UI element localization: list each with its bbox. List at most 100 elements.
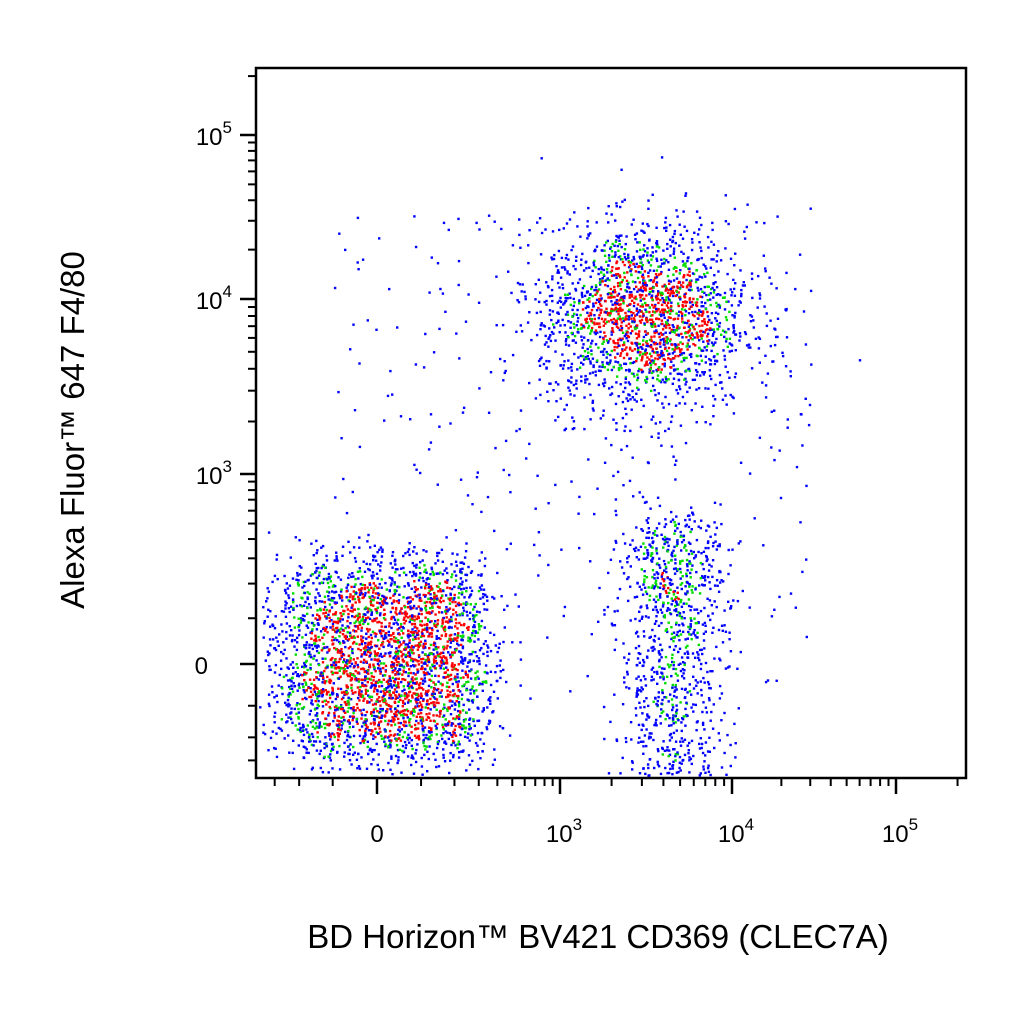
event-dot (358, 613, 361, 616)
event-dot (704, 301, 707, 305)
event-dot (557, 271, 561, 274)
event-dot (689, 626, 692, 629)
event-dot (468, 669, 471, 673)
event-dot (691, 310, 694, 314)
event-dot (632, 312, 635, 315)
event-dot (701, 710, 704, 714)
event-dot (564, 257, 568, 260)
event-dot (459, 676, 462, 680)
event-dot (660, 258, 663, 261)
event-dot (687, 625, 690, 629)
event-dot (297, 579, 300, 582)
event-dot (327, 649, 331, 652)
event-dot (695, 374, 698, 377)
event-dot (354, 560, 358, 563)
event-dot (318, 663, 321, 667)
event-dot (451, 722, 454, 725)
event-dot (578, 300, 581, 304)
event-dot (357, 577, 360, 580)
event-dot (530, 338, 533, 342)
event-dot (318, 616, 322, 620)
event-dot (321, 544, 325, 548)
event-dot (668, 749, 671, 752)
event-dot (443, 703, 446, 706)
event-dot (287, 734, 290, 737)
event-dot (518, 283, 522, 286)
event-dot (647, 275, 650, 278)
event-dot (457, 680, 460, 683)
event-dot (646, 521, 650, 524)
event-dot (647, 536, 651, 540)
event-dot (607, 320, 610, 323)
event-dot (674, 740, 678, 743)
event-dot (420, 586, 423, 589)
event-dot (649, 545, 653, 548)
event-dot (690, 762, 693, 766)
event-dot (678, 387, 682, 391)
event-dot (404, 721, 407, 724)
event-dot (655, 549, 658, 552)
event-dot (304, 600, 307, 604)
event-dot (631, 396, 634, 399)
event-dot (671, 352, 675, 355)
event-dot (309, 631, 312, 634)
event-dot (655, 226, 658, 229)
event-dot (313, 708, 317, 711)
event-dot (307, 736, 311, 739)
event-dot (679, 583, 682, 586)
event-dot (294, 653, 297, 656)
event-dot (655, 276, 658, 279)
event-dot (660, 156, 664, 159)
event-dot (629, 362, 632, 365)
event-dot (482, 652, 485, 656)
event-dot (601, 350, 605, 353)
event-dot (578, 366, 582, 369)
event-dot (675, 633, 679, 637)
event-dot (422, 733, 425, 737)
event-dot (397, 599, 401, 602)
event-dot (662, 584, 665, 587)
event-dot (706, 766, 710, 770)
event-dot (649, 254, 652, 257)
event-dot (358, 728, 361, 732)
event-dot (601, 365, 604, 369)
event-dot (690, 619, 693, 622)
event-dot (703, 320, 706, 324)
event-dot (267, 653, 270, 657)
event-dot (449, 597, 452, 600)
event-dot (373, 587, 376, 590)
event-dot (314, 722, 318, 725)
event-dot (734, 311, 737, 315)
event-dot (425, 713, 428, 716)
event-dot (651, 575, 654, 579)
event-dot (624, 381, 627, 384)
event-dot (305, 697, 308, 701)
event-dot (673, 532, 676, 535)
event-dot (672, 760, 675, 763)
event-dot (268, 704, 271, 708)
event-dot (680, 373, 683, 376)
event-dot (459, 660, 463, 663)
event-dot (642, 767, 645, 770)
event-dot (599, 330, 602, 334)
event-dot (470, 570, 474, 573)
event-dot (415, 566, 418, 569)
event-dot (304, 646, 307, 650)
event-dot (591, 399, 595, 403)
event-dot (454, 625, 457, 628)
event-dot (704, 579, 707, 582)
event-dot (459, 570, 462, 574)
event-dot (601, 382, 605, 385)
event-dot (462, 749, 465, 752)
event-dot (537, 574, 540, 577)
event-dot (461, 645, 465, 648)
event-dot (575, 255, 578, 258)
event-dot (382, 602, 385, 605)
event-dot (329, 575, 333, 578)
event-dot (728, 342, 731, 345)
event-dot (452, 755, 455, 759)
event-dot (461, 685, 464, 688)
event-dot (303, 679, 306, 682)
event-dot (455, 716, 458, 720)
event-dot (700, 359, 704, 362)
